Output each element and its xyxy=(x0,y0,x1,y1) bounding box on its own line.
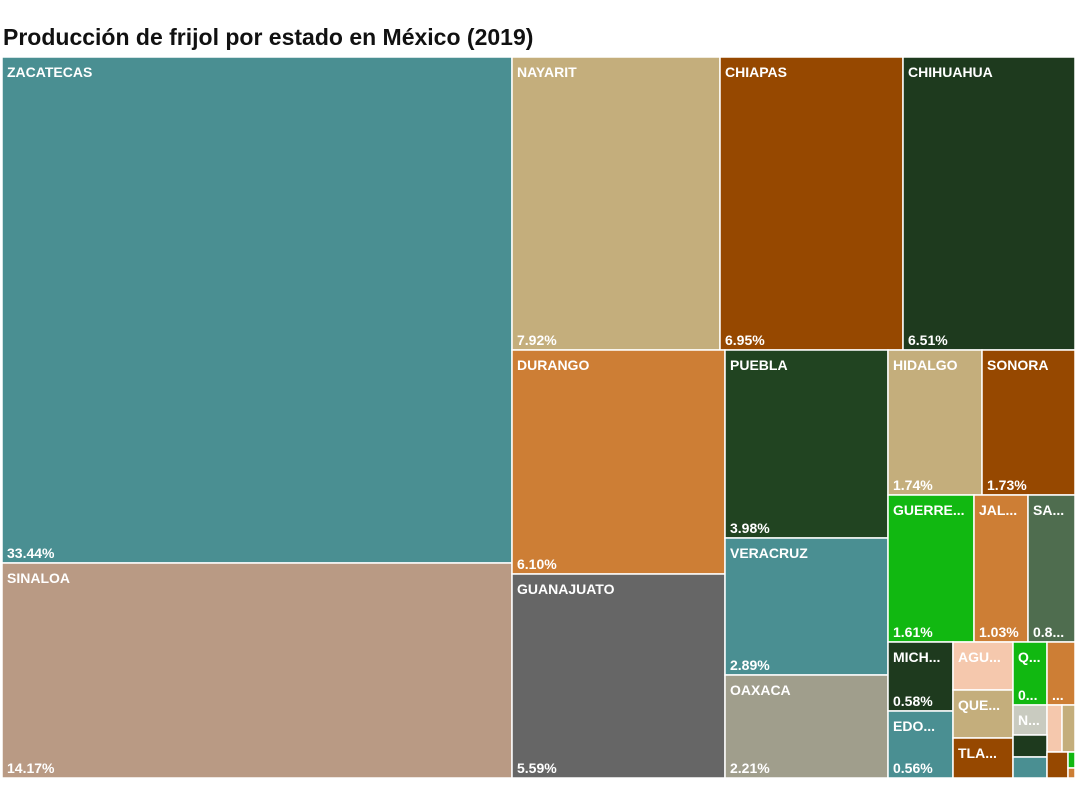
tile-label: GUERRE... xyxy=(893,502,965,518)
tile xyxy=(981,349,1076,496)
tile xyxy=(887,349,983,496)
tile xyxy=(511,573,726,779)
tile xyxy=(1067,751,1076,769)
chart-title: Producción de frijol por estado en Méxic… xyxy=(3,24,533,50)
tile-label: ZACATECAS xyxy=(7,64,92,80)
tile xyxy=(1061,704,1076,753)
tile-label: DURANGO xyxy=(517,357,589,373)
tile-label: EDO... xyxy=(893,718,935,734)
tile xyxy=(952,641,1014,691)
tile-label: AGU... xyxy=(958,649,1001,665)
tile xyxy=(724,349,889,539)
value-label: 6.51% xyxy=(908,332,948,348)
tile-label: GUANAJUATO xyxy=(517,581,615,597)
value-label: 6.95% xyxy=(725,332,765,348)
value-label: 0.58% xyxy=(893,693,933,709)
tile-label: OAXACA xyxy=(730,682,791,698)
value-label: 2.89% xyxy=(730,657,770,673)
tile-label: NAYARIT xyxy=(517,64,577,80)
value-label: 0... xyxy=(1018,687,1037,703)
tile-label: TLA... xyxy=(958,745,997,761)
tile xyxy=(724,537,889,676)
value-label: 7.92% xyxy=(517,332,557,348)
tile-label: CHIAPAS xyxy=(725,64,787,80)
value-label: 14.17% xyxy=(7,760,55,776)
tile xyxy=(1012,756,1048,779)
tile xyxy=(511,349,726,575)
tile-label: N... xyxy=(1018,712,1040,728)
tile xyxy=(1046,751,1069,779)
tile xyxy=(887,641,954,712)
tile xyxy=(1,56,513,564)
tile xyxy=(719,56,904,351)
value-label: 1.73% xyxy=(987,477,1027,493)
tile xyxy=(952,737,1014,779)
tile xyxy=(724,674,889,779)
value-label: 0.8... xyxy=(1033,624,1064,640)
tile-label: SINALOA xyxy=(7,570,70,586)
tile-label: JAL... xyxy=(979,502,1017,518)
value-label: 2.21% xyxy=(730,760,770,776)
value-label: ... xyxy=(1052,687,1064,703)
tile-label: CHIHUAHUA xyxy=(908,64,993,80)
tile xyxy=(902,56,1076,351)
value-label: 3.98% xyxy=(730,520,770,536)
tile xyxy=(887,494,975,643)
value-label: 1.61% xyxy=(893,624,933,640)
tile xyxy=(1,562,513,779)
value-label: 1.03% xyxy=(979,624,1019,640)
tile-label: QUE... xyxy=(958,697,1000,713)
tile xyxy=(1012,734,1048,758)
tile xyxy=(1046,704,1063,753)
tile xyxy=(511,56,721,351)
tile-label: SA... xyxy=(1033,502,1064,518)
value-label: 6.10% xyxy=(517,556,557,572)
tile xyxy=(973,494,1029,643)
value-label: 0.56% xyxy=(893,760,933,776)
tile-label: MICH... xyxy=(893,649,940,665)
tile-label: PUEBLA xyxy=(730,357,788,373)
tile-label: VERACRUZ xyxy=(730,545,808,561)
tile-label: Q... xyxy=(1018,649,1041,665)
tile xyxy=(1046,641,1076,706)
tile xyxy=(1067,767,1076,779)
value-label: 5.59% xyxy=(517,760,557,776)
tile-label: SONORA xyxy=(987,357,1048,373)
value-label: 33.44% xyxy=(7,545,55,561)
tile-label: HIDALGO xyxy=(893,357,958,373)
value-label: 1.74% xyxy=(893,477,933,493)
tile xyxy=(887,710,954,779)
